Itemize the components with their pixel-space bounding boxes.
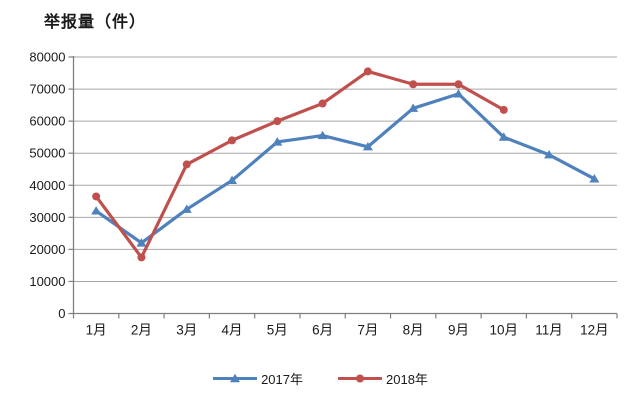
y-tick-label: 30000	[29, 210, 65, 225]
y-tick-label: 40000	[29, 178, 65, 193]
data-point-marker	[362, 141, 373, 151]
x-tick-label: 12月	[580, 323, 609, 338]
chart-legend: 2017年 2018年	[0, 369, 640, 388]
data-point-marker	[409, 80, 418, 89]
data-point-marker	[499, 105, 508, 114]
data-point-marker	[589, 174, 600, 183]
data-point-marker	[92, 192, 101, 201]
data-point-marker	[228, 136, 237, 145]
legend-marker-triangle-icon	[213, 373, 258, 383]
data-point-marker	[318, 99, 327, 108]
x-tick-label: 5月	[267, 323, 288, 338]
legend-label: 2018年	[386, 372, 428, 387]
data-point-marker	[498, 132, 509, 141]
legend-marker-circle-icon	[338, 374, 382, 383]
x-tick-label: 8月	[403, 323, 424, 338]
data-point-marker	[544, 149, 555, 159]
legend-item-2018年: 2018年	[337, 369, 428, 388]
x-tick-label: 9月	[448, 323, 469, 338]
x-tick-label: 4月	[222, 323, 243, 338]
y-tick-label: 50000	[29, 146, 65, 161]
data-point-marker	[136, 238, 147, 247]
y-tick-label: 60000	[29, 114, 65, 129]
x-tick-label: 11月	[535, 323, 563, 338]
data-point-marker	[273, 117, 282, 126]
data-point-marker	[454, 80, 463, 89]
data-point-marker	[182, 160, 191, 169]
legend-label: 2017年	[261, 372, 303, 387]
x-tick-label: 7月	[357, 323, 378, 338]
data-point-marker	[317, 130, 328, 140]
data-point-marker	[91, 206, 102, 215]
x-tick-label: 2月	[131, 323, 152, 338]
legend-item-2017年: 2017年	[212, 369, 303, 388]
x-tick-label: 6月	[312, 323, 333, 338]
data-point-marker	[408, 103, 419, 112]
x-tick-label: 1月	[86, 323, 107, 338]
chart-title: 举报量（件）	[44, 14, 147, 31]
data-point-marker	[227, 175, 238, 185]
data-point-marker	[363, 67, 372, 76]
data-point-marker	[181, 204, 192, 213]
data-point-marker	[137, 253, 146, 262]
y-tick-label: 20000	[29, 242, 65, 257]
x-tick-label: 10月	[490, 323, 519, 338]
x-tick-label: 3月	[176, 323, 197, 338]
y-tick-label: 10000	[29, 274, 65, 289]
series-line-2018年	[94, 69, 506, 259]
y-tick-label: 0	[58, 306, 65, 321]
data-point-marker	[272, 137, 283, 146]
series-line-2017年	[94, 92, 596, 245]
y-tick-label: 80000	[29, 50, 65, 65]
y-tick-label: 70000	[29, 82, 65, 97]
data-point-marker	[453, 89, 464, 98]
